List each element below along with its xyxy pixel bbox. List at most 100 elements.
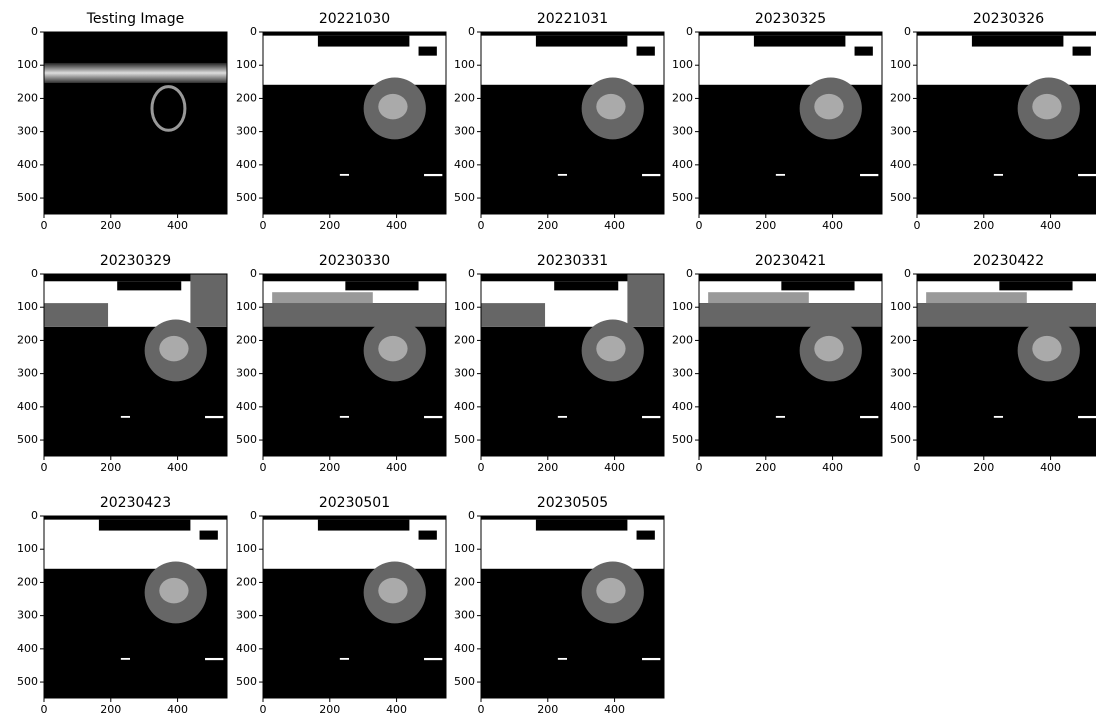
y-tick-label: 0 xyxy=(31,267,38,280)
y-tick-label: 300 xyxy=(17,125,38,138)
mask-region xyxy=(424,174,442,176)
mask-region xyxy=(776,174,785,176)
panel-title: 20221030 xyxy=(319,11,390,27)
mask-region xyxy=(121,416,130,418)
y-tick-label: 200 xyxy=(672,91,693,104)
mask-region xyxy=(419,47,437,56)
mask-region xyxy=(860,416,878,418)
y-tick-label: 400 xyxy=(890,158,911,171)
y-tick-label: 0 xyxy=(468,509,475,522)
x-tick-label: 200 xyxy=(100,703,121,716)
x-tick-label: 0 xyxy=(914,219,921,232)
y-tick-label: 100 xyxy=(236,542,257,555)
mask-region xyxy=(994,174,1003,176)
mask-region xyxy=(781,281,854,290)
mask-region xyxy=(855,47,873,56)
y-tick-label: 400 xyxy=(236,400,257,413)
y-tick-label: 300 xyxy=(890,125,911,138)
mask-region xyxy=(536,36,628,47)
panel: 2023033002004000100200300400500 xyxy=(236,253,446,474)
y-tick-label: 100 xyxy=(454,300,475,313)
x-tick-label: 0 xyxy=(696,461,703,474)
echo-band xyxy=(44,63,227,83)
y-tick-label: 300 xyxy=(454,125,475,138)
x-tick-label: 200 xyxy=(755,461,776,474)
mask-region xyxy=(117,281,181,290)
y-tick-label: 400 xyxy=(454,642,475,655)
light-region xyxy=(159,336,188,361)
mask-region xyxy=(536,520,628,531)
y-tick-label: 200 xyxy=(890,333,911,346)
light-region xyxy=(596,336,625,361)
mask-region xyxy=(424,658,442,660)
y-tick-label: 200 xyxy=(236,91,257,104)
y-tick-label: 0 xyxy=(468,267,475,280)
y-tick-label: 0 xyxy=(904,267,911,280)
x-tick-label: 200 xyxy=(319,703,340,716)
y-tick-label: 300 xyxy=(454,367,475,380)
x-tick-label: 200 xyxy=(973,461,994,474)
y-tick-label: 300 xyxy=(890,367,911,380)
y-tick-label: 100 xyxy=(672,300,693,313)
x-tick-label: 400 xyxy=(386,703,407,716)
mask-region xyxy=(637,531,655,540)
panel-title: 20230326 xyxy=(973,11,1044,27)
y-tick-label: 0 xyxy=(686,25,693,38)
mask-region xyxy=(637,47,655,56)
x-tick-label: 0 xyxy=(696,219,703,232)
y-tick-label: 0 xyxy=(31,25,38,38)
mask-region xyxy=(99,520,190,531)
panel-title: 20230331 xyxy=(537,253,608,269)
mask-region xyxy=(424,416,442,418)
y-tick-label: 500 xyxy=(236,675,257,688)
panel-title: 20221031 xyxy=(537,11,608,27)
figure: Testing Image020040001002003004005002022… xyxy=(0,0,1096,718)
y-tick-label: 100 xyxy=(890,300,911,313)
y-tick-label: 0 xyxy=(250,267,257,280)
y-tick-label: 200 xyxy=(17,91,38,104)
x-tick-label: 0 xyxy=(914,461,921,474)
mask-region xyxy=(205,416,223,418)
x-tick-label: 0 xyxy=(478,703,485,716)
x-tick-label: 0 xyxy=(478,219,485,232)
y-tick-label: 200 xyxy=(17,333,38,346)
y-tick-label: 500 xyxy=(17,433,38,446)
y-tick-label: 300 xyxy=(236,367,257,380)
x-tick-label: 400 xyxy=(386,461,407,474)
mask-region xyxy=(627,274,664,327)
mask-region xyxy=(318,520,410,531)
image-background xyxy=(44,32,227,214)
panel-title: 20230421 xyxy=(755,253,826,269)
x-tick-label: 0 xyxy=(260,219,267,232)
x-tick-label: 400 xyxy=(386,219,407,232)
y-tick-label: 500 xyxy=(17,675,38,688)
y-tick-label: 500 xyxy=(890,191,911,204)
x-tick-label: 200 xyxy=(537,219,558,232)
y-tick-label: 200 xyxy=(454,333,475,346)
panel-title: 20230501 xyxy=(319,495,390,511)
y-tick-label: 200 xyxy=(454,91,475,104)
panel-title: 20230325 xyxy=(755,11,826,27)
mask-region xyxy=(481,303,545,327)
x-tick-label: 400 xyxy=(167,461,188,474)
x-tick-label: 400 xyxy=(822,219,843,232)
x-tick-label: 400 xyxy=(604,461,625,474)
mask-region xyxy=(121,658,130,660)
x-tick-label: 200 xyxy=(537,461,558,474)
y-tick-label: 500 xyxy=(454,191,475,204)
mask-region xyxy=(558,174,567,176)
mask-region xyxy=(860,174,878,176)
panel: 2023050502004000100200300400500 xyxy=(454,495,664,716)
y-tick-label: 400 xyxy=(454,400,475,413)
mask-region xyxy=(1078,174,1096,176)
x-tick-label: 200 xyxy=(100,219,121,232)
y-tick-label: 500 xyxy=(454,433,475,446)
x-tick-label: 400 xyxy=(822,461,843,474)
x-tick-label: 0 xyxy=(478,461,485,474)
light-region xyxy=(814,94,843,119)
x-tick-label: 400 xyxy=(1040,219,1061,232)
